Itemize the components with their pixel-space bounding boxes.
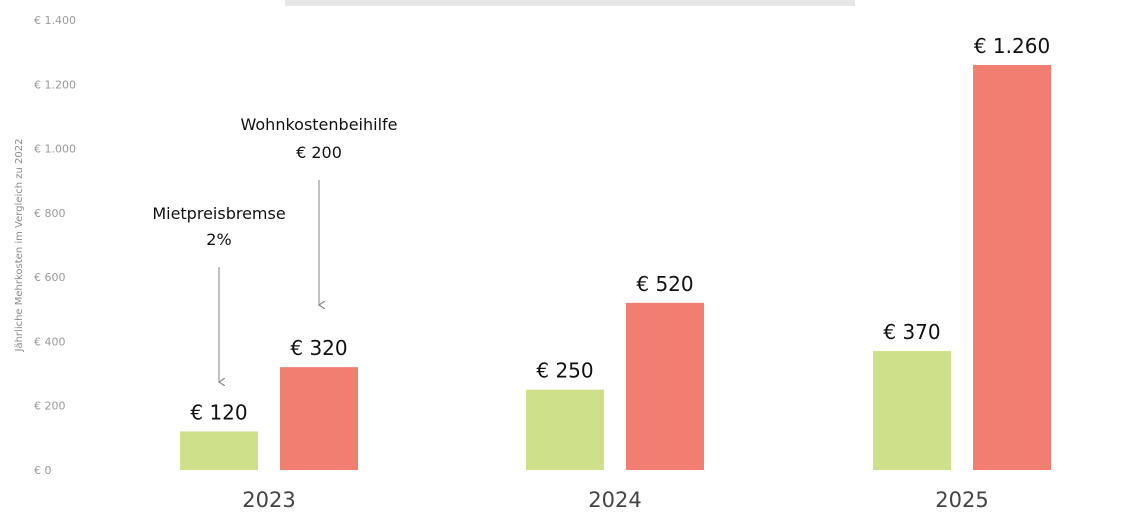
data-label: € 320: [290, 336, 347, 360]
data-label: € 520: [636, 272, 693, 296]
bar-2025-series-1: [973, 65, 1051, 470]
y-tick-label: € 0: [34, 464, 52, 477]
x-tick-label: 2025: [935, 488, 988, 512]
bar-2025-series-0: [873, 351, 951, 470]
annotation-text: Mietpreisbremse: [152, 204, 285, 223]
annotation-text: 2%: [206, 230, 231, 249]
annotation-text: Wohnkostenbeihilfe: [241, 115, 398, 134]
y-axis-label: Jährliche Mehrkosten im Vergleich zu 202…: [14, 139, 25, 353]
bar-2023-series-1: [280, 367, 358, 470]
y-tick-label: € 600: [34, 271, 66, 284]
data-label: € 250: [536, 359, 593, 383]
bar-2024-series-1: [626, 302, 704, 470]
y-tick-label: € 1.400: [34, 14, 76, 27]
y-tick-label: € 800: [34, 207, 66, 220]
data-label: € 120: [190, 400, 247, 424]
y-tick-label: € 400: [34, 335, 66, 348]
y-tick-label: € 200: [34, 400, 66, 413]
data-label: € 1.260: [974, 34, 1050, 58]
cropped-title-fragment: [285, 0, 855, 6]
y-tick-label: € 1.000: [34, 143, 76, 156]
bar-2023-series-0: [180, 431, 258, 470]
y-tick-label: € 1.200: [34, 78, 76, 91]
data-label: € 370: [883, 320, 940, 344]
x-tick-label: 2024: [588, 488, 641, 512]
annotation-text: € 200: [296, 143, 342, 162]
x-tick-label: 2023: [242, 488, 295, 512]
bar-2024-series-0: [526, 389, 604, 470]
